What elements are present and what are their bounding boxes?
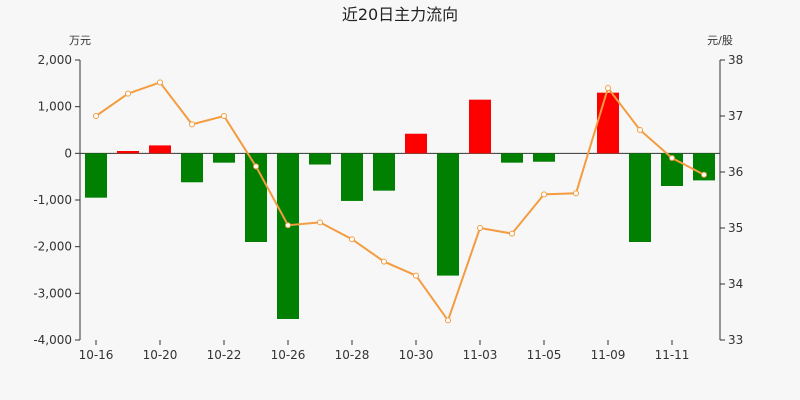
flow-bar <box>693 153 715 181</box>
flow-bar <box>533 153 555 162</box>
flow-bar <box>597 92 619 154</box>
price-point <box>189 121 195 128</box>
price-point <box>317 219 323 226</box>
y-right-axis-ticks: 38 37 36 35 34 33 <box>720 53 743 347</box>
x-tick-label: 10-30 <box>399 348 434 362</box>
price-point <box>573 190 579 197</box>
y-left-tick-label: -4,000 <box>33 333 72 347</box>
price-point <box>509 230 515 237</box>
flow-bar <box>85 153 107 198</box>
flow-bar <box>277 153 299 319</box>
price-point <box>285 222 291 229</box>
price-point <box>349 236 355 243</box>
x-tick-label: 11-09 <box>591 348 626 362</box>
price-point <box>381 258 387 265</box>
price-point <box>157 79 163 86</box>
y-right-tick-label: 38 <box>728 53 743 67</box>
price-point <box>125 90 131 97</box>
x-axis-ticks: 10-16 10-20 10-22 10-26 10-28 10-30 11-03 11-05… <box>79 340 690 362</box>
y-left-tick-label: -3,000 <box>33 286 72 300</box>
y-left-tick-label: 2,000 <box>38 53 72 67</box>
chart-title: 近20日主力流向 <box>342 5 458 24</box>
bar-series <box>85 92 715 319</box>
flow-bar <box>213 153 235 163</box>
flow-bar <box>149 145 171 154</box>
price-point <box>701 171 707 178</box>
flow-bar <box>469 99 491 154</box>
x-tick-label: 10-28 <box>335 348 370 362</box>
price-point <box>445 317 451 324</box>
x-tick-label: 10-20 <box>143 348 178 362</box>
price-point <box>253 163 259 170</box>
price-line-series <box>93 79 707 324</box>
flow-bar <box>373 153 395 191</box>
flow-bar <box>629 153 651 242</box>
x-tick-label: 10-16 <box>79 348 114 362</box>
y-right-tick-label: 36 <box>728 165 743 179</box>
flow-bar <box>437 153 459 276</box>
flow-bar <box>405 133 427 154</box>
y-right-tick-label: 37 <box>728 109 743 123</box>
y-right-tick-label: 33 <box>728 333 743 347</box>
right-axis-unit: 元/股 <box>707 34 733 47</box>
y-left-tick-label: -2,000 <box>33 240 72 254</box>
price-point <box>605 85 611 91</box>
price-point <box>221 113 227 119</box>
y-right-tick-label: 34 <box>728 277 743 291</box>
x-tick-label: 11-03 <box>463 348 498 362</box>
price-line <box>95 81 705 323</box>
flow-bar <box>309 153 331 165</box>
y-left-tick-label: -1,000 <box>33 193 72 207</box>
x-tick-label: 11-05 <box>527 348 562 362</box>
x-tick-label: 10-22 <box>207 348 242 362</box>
price-point <box>637 127 643 133</box>
price-point <box>477 225 483 231</box>
price-point <box>669 155 675 161</box>
x-tick-label: 11-11 <box>655 348 690 362</box>
flow-bar <box>341 153 363 201</box>
x-tick-label: 10-26 <box>271 348 306 362</box>
flow-bar <box>501 153 523 163</box>
y-right-tick-label: 35 <box>728 221 743 235</box>
y-left-tick-label: 1,000 <box>38 100 72 114</box>
price-point <box>541 191 547 198</box>
flow-bar <box>117 151 139 154</box>
y-left-axis-ticks: 2,000 1,000 0 -1,000 -2,000 -3,000 -4,000 <box>33 53 80 347</box>
left-axis-unit: 万元 <box>69 34 91 47</box>
price-point <box>413 272 419 279</box>
flow-bar <box>181 153 203 183</box>
y-left-tick-label: 0 <box>64 146 72 160</box>
price-point <box>93 113 99 119</box>
